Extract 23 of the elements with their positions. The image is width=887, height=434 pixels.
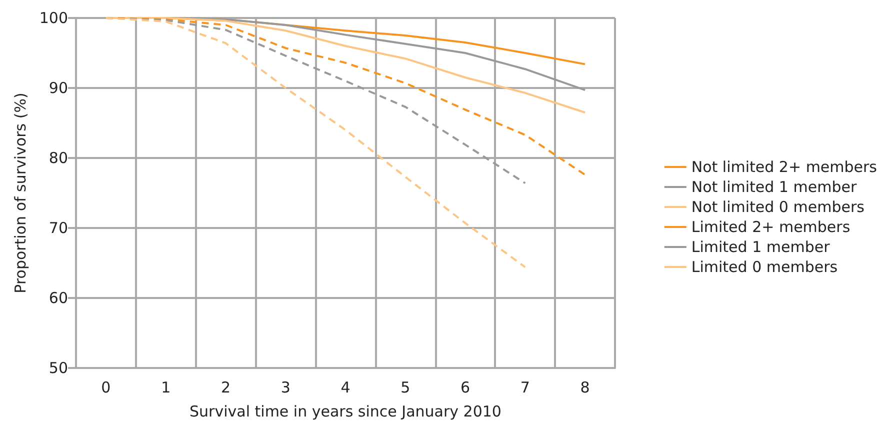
y-tick-label: 90 [48, 79, 68, 97]
x-tick-label: 2 [220, 378, 230, 396]
x-tick-label: 8 [580, 378, 590, 396]
legend-label: Limited 0 members [691, 258, 838, 276]
x-tick-label: 7 [520, 378, 530, 396]
x-tick-label: 3 [280, 378, 290, 396]
y-axis-title: Proportion of survivors (%) [12, 92, 30, 294]
x-tick-label: 1 [161, 378, 171, 396]
x-tick-label: 6 [460, 378, 470, 396]
y-tick-label: 60 [48, 289, 68, 307]
y-tick-label: 70 [48, 219, 68, 237]
x-tick-label: 0 [101, 378, 111, 396]
legend-label: Not limited 2+ members [691, 158, 878, 176]
legend-label: Not limited 0 members [691, 198, 865, 216]
legend-label: Limited 1 member [691, 238, 831, 256]
x-tick-label: 4 [340, 378, 350, 396]
x-axis-title: Survival time in years since January 2010 [190, 402, 502, 420]
y-tick-label: 100 [39, 9, 68, 27]
y-tick-label: 50 [48, 359, 68, 377]
x-tick-label: 5 [400, 378, 410, 396]
legend-label: Limited 2+ members [691, 218, 850, 236]
y-tick-label: 80 [48, 149, 68, 167]
legend-label: Not limited 1 member [691, 178, 858, 196]
